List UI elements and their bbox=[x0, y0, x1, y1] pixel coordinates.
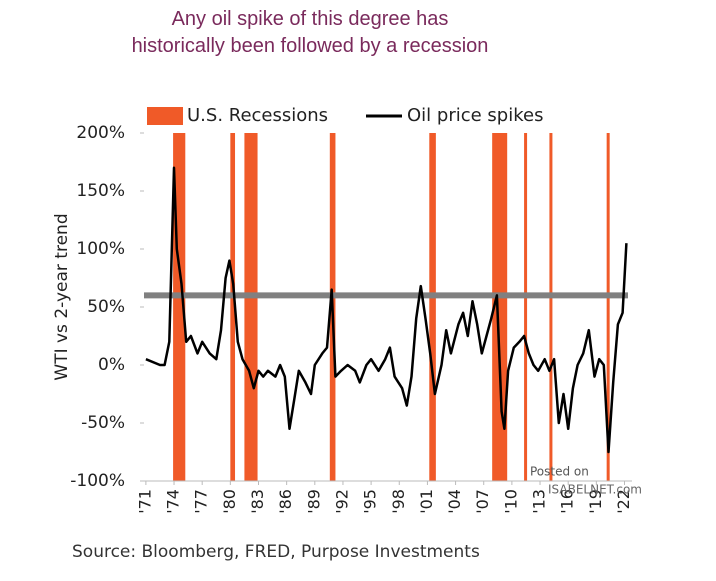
x-tick-label: '01 bbox=[417, 489, 436, 514]
recession-bar bbox=[606, 133, 610, 481]
x-tick-label: '95 bbox=[361, 489, 380, 514]
x-tick-label: '10 bbox=[501, 489, 520, 514]
recession-bar bbox=[492, 133, 508, 481]
y-tick-label: 200% bbox=[76, 123, 125, 143]
x-tick-label: '13 bbox=[530, 489, 549, 514]
source: Source: Bloomberg, FRED, Purpose Investm… bbox=[72, 542, 480, 562]
x-tick-label: '22 bbox=[614, 489, 633, 514]
x-tick-label: '16 bbox=[558, 489, 577, 514]
x-tick-label: '92 bbox=[332, 489, 351, 514]
x-tick-label: '19 bbox=[586, 489, 605, 514]
y-tick-label: 0% bbox=[98, 355, 125, 375]
recession-bar bbox=[524, 133, 528, 481]
watermark: Posted on bbox=[530, 465, 589, 479]
x-tick-label: '74 bbox=[164, 489, 183, 514]
y-tick-label: -50% bbox=[81, 413, 125, 433]
x-tick-label: '83 bbox=[248, 489, 267, 514]
recession-bar bbox=[230, 133, 236, 481]
y-tick-label: -100% bbox=[70, 471, 125, 491]
y-tick-label: 100% bbox=[76, 239, 125, 259]
x-tick-label: '04 bbox=[445, 489, 464, 514]
x-tick-label: '71 bbox=[135, 489, 154, 514]
y-axis-label: WTI vs 2-year trend bbox=[52, 213, 72, 380]
watermark: ISABELNET.com bbox=[548, 483, 642, 497]
x-tick-label: '77 bbox=[192, 489, 211, 514]
legend-label: U.S. Recessions bbox=[187, 105, 328, 126]
x-tick-label: '89 bbox=[304, 489, 323, 514]
recession-bar bbox=[429, 133, 436, 481]
legend-swatch bbox=[147, 107, 183, 125]
x-tick-label: '80 bbox=[220, 489, 239, 514]
recession-bar bbox=[549, 133, 553, 481]
y-tick-label: 50% bbox=[87, 297, 125, 317]
recession-bar bbox=[244, 133, 258, 481]
x-tick-label: '07 bbox=[473, 489, 492, 514]
oil-line bbox=[145, 166, 628, 454]
x-tick-label: '86 bbox=[276, 489, 295, 514]
legend-label: Oil price spikes bbox=[407, 105, 543, 126]
y-tick-label: 150% bbox=[76, 181, 125, 201]
x-tick-label: '98 bbox=[389, 489, 408, 514]
chart-title: Any oil spike of this degree has histori… bbox=[131, 8, 489, 57]
